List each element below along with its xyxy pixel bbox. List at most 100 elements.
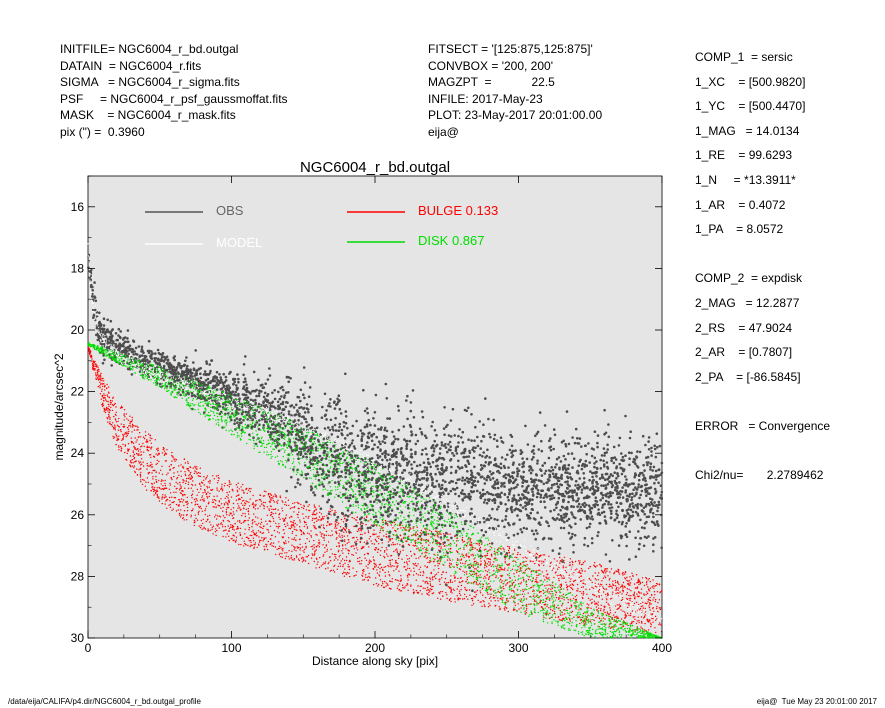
bulge-point [494, 605, 496, 607]
bulge-point [547, 578, 549, 580]
bulge-point [155, 479, 157, 481]
bulge-point [507, 549, 510, 552]
obs-point [340, 529, 343, 532]
bulge-point [540, 595, 542, 597]
bulge-point [163, 497, 165, 499]
bulge-point [594, 603, 596, 605]
bulge-point [397, 585, 399, 587]
bulge-point [165, 460, 167, 462]
bulge-point [152, 476, 154, 478]
bulge-point [648, 605, 650, 607]
bulge-point [282, 518, 284, 520]
obs-point [637, 530, 640, 533]
bulge-point [635, 622, 638, 625]
obs-point [642, 463, 645, 467]
bulge-point [591, 598, 593, 600]
bulge-point [590, 619, 592, 621]
bulge-point [160, 469, 162, 471]
bulge-point [299, 519, 301, 521]
obs-point [457, 494, 461, 498]
bulge-point [272, 508, 275, 511]
obs-point [652, 465, 656, 469]
bulge-point [574, 599, 576, 601]
bulge-point [174, 485, 176, 488]
bulge-point [262, 527, 264, 530]
bulge-point [284, 517, 287, 520]
bulge-point [493, 550, 496, 553]
bulge-point [227, 494, 229, 496]
bulge-point [649, 603, 651, 605]
bulge-point [626, 592, 629, 594]
bulge-point [569, 607, 571, 610]
bulge-point [171, 455, 173, 457]
bulge-point [394, 523, 396, 526]
bulge-point [215, 499, 217, 502]
bulge-point [507, 569, 509, 571]
bulge-point [567, 601, 569, 604]
bulge-point [613, 573, 615, 575]
obs-point [317, 478, 321, 482]
bulge-point [629, 599, 631, 602]
bulge-point [299, 529, 301, 531]
bulge-point [422, 587, 424, 589]
bulge-point [638, 619, 640, 622]
bulge-point [438, 567, 440, 570]
bulge-point [493, 561, 495, 563]
bulge-point [204, 508, 207, 510]
bulge-point [268, 509, 270, 511]
bulge-point [533, 600, 536, 602]
obs-point [305, 477, 308, 480]
bulge-point [222, 506, 224, 509]
bulge-point [646, 619, 648, 621]
bulge-point [519, 569, 522, 571]
bulge-point [408, 573, 410, 575]
obs-point [168, 376, 172, 380]
obs-point [535, 486, 538, 490]
obs-point [510, 510, 514, 514]
bulge-point [537, 603, 539, 605]
obs-point [429, 492, 432, 496]
bulge-point [220, 498, 222, 500]
bulge-point [182, 514, 185, 516]
bulge-point [462, 562, 464, 565]
bulge-point [230, 496, 233, 498]
bulge-point [247, 544, 249, 547]
bulge-point [179, 487, 181, 490]
bulge-point [649, 596, 651, 599]
bulge-point [258, 541, 261, 543]
bulge-point [520, 607, 522, 609]
bulge-point [278, 541, 280, 543]
bulge-point [397, 565, 399, 567]
obs-point [595, 480, 598, 484]
bulge-point [279, 525, 281, 528]
bulge-point [261, 503, 263, 505]
bulge-point [405, 540, 408, 542]
bulge-point [312, 548, 314, 550]
obs-point [566, 487, 569, 490]
bulge-point [252, 537, 255, 539]
bulge-point [151, 466, 154, 468]
bulge-point [486, 554, 489, 557]
bulge-point [436, 557, 439, 559]
bulge-point [433, 553, 435, 555]
obs-point [383, 437, 386, 441]
bulge-point [209, 529, 211, 532]
bulge-point [276, 548, 278, 551]
bulge-point [198, 507, 201, 509]
bulge-point [199, 475, 202, 478]
bulge-point [291, 530, 294, 533]
bulge-point [103, 400, 105, 402]
bulge-point [149, 464, 152, 466]
bulge-point [265, 491, 267, 493]
bulge-point [255, 516, 257, 518]
bulge-point [229, 526, 232, 528]
fit-parameter-line: Chi2/nu= 2.2789462 [695, 468, 824, 483]
bulge-point [628, 604, 630, 606]
obs-point [130, 373, 134, 376]
bulge-point [525, 560, 527, 562]
bulge-point [211, 501, 214, 504]
bulge-point [418, 557, 420, 559]
bulge-point [302, 559, 305, 561]
obs-point [181, 377, 185, 381]
bulge-point [517, 552, 519, 554]
